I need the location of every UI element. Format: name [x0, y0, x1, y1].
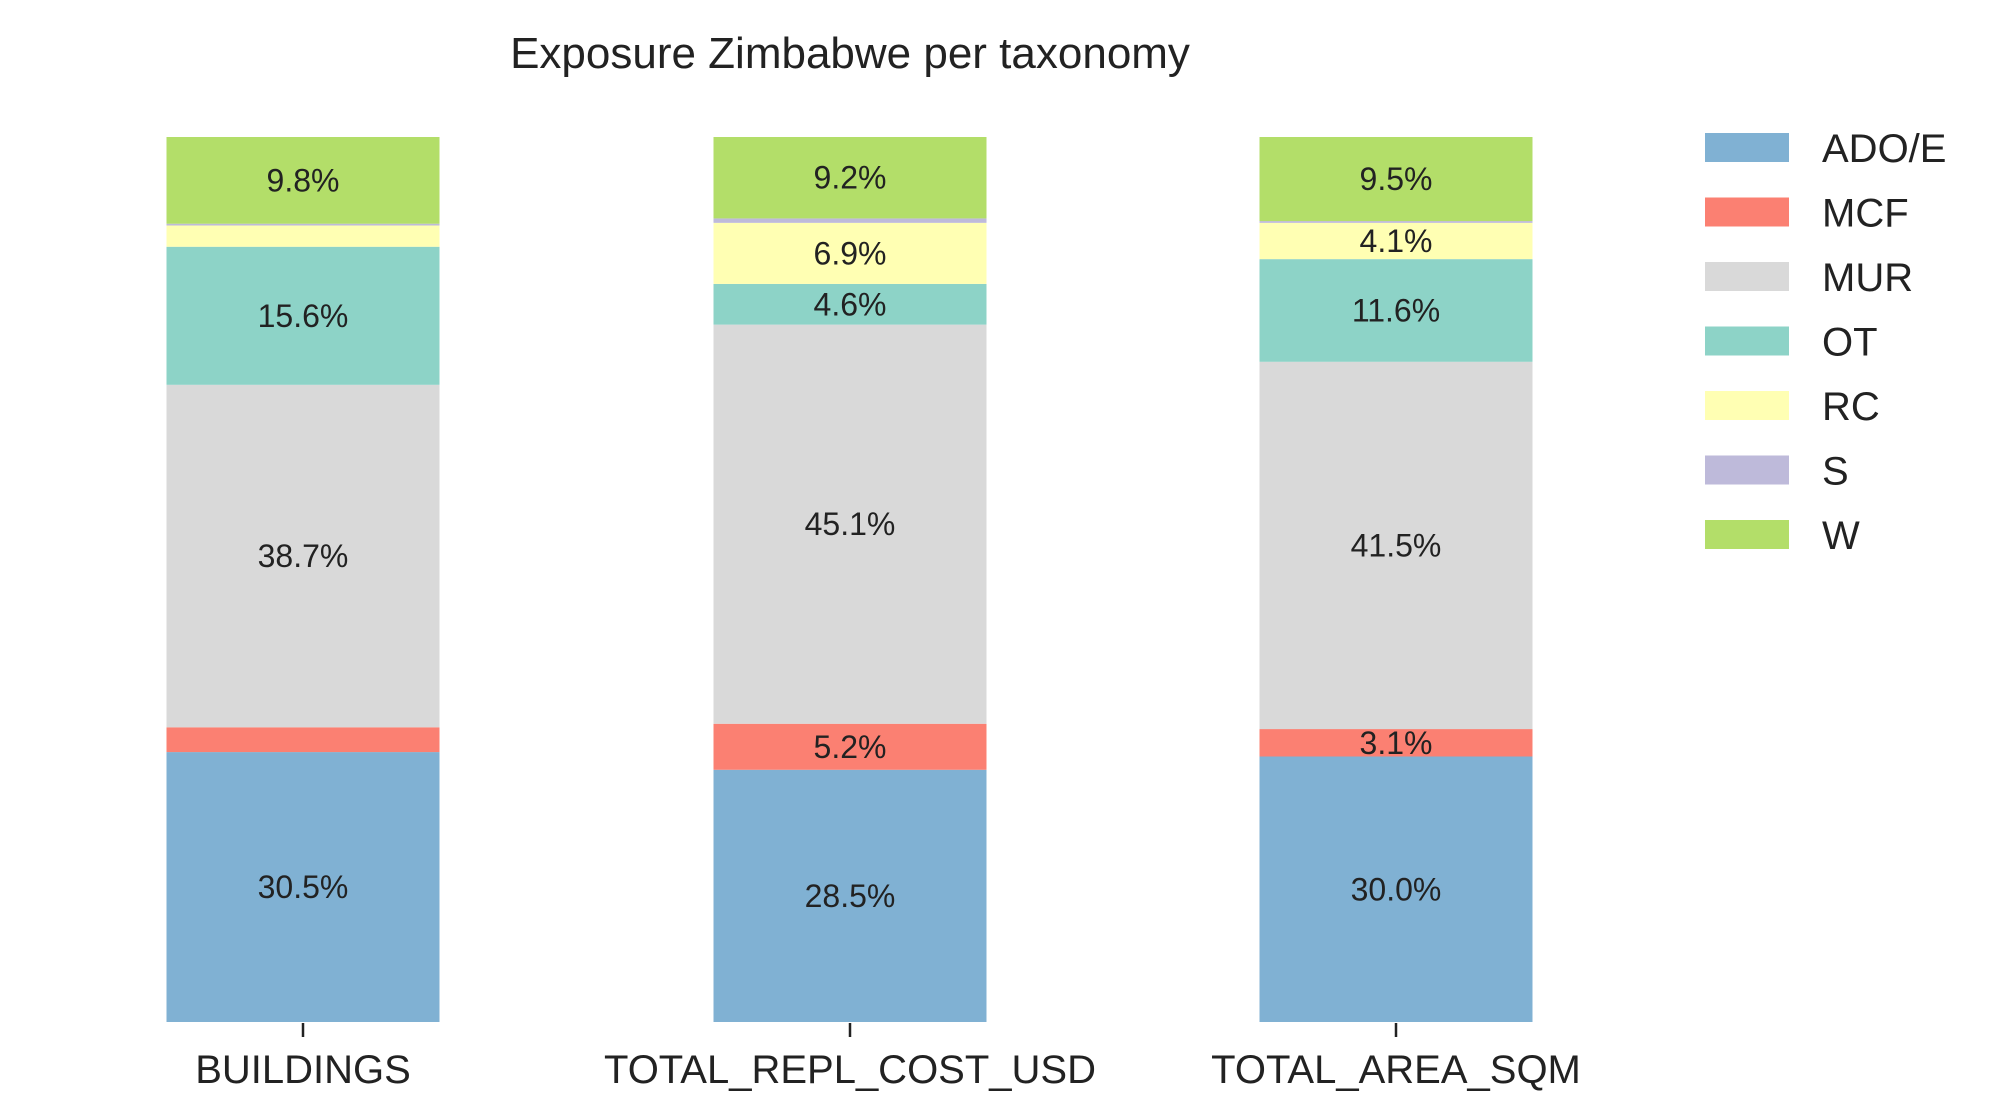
data-label: 3.1% — [1360, 725, 1433, 761]
data-label: 9.8% — [267, 162, 340, 198]
chart-title: Exposure Zimbabwe per taxonomy — [510, 29, 1190, 78]
bar-segment-s-total-area-sqm — [1259, 221, 1533, 223]
bar-segment-ado-e-total-area-sqm — [1259, 756, 1533, 1022]
bar-segment-s-buildings — [166, 223, 440, 226]
data-label: 4.6% — [814, 286, 887, 322]
bar-segment-w-total-repl-cost-usd — [713, 137, 987, 219]
data-label: 9.2% — [814, 160, 887, 196]
legend: ADO/E MCF MUR OT RC SW — [1705, 127, 1946, 558]
bar-segment-mur-total-area-sqm — [1259, 361, 1533, 730]
data-label: 5.2% — [814, 729, 887, 765]
bar-segment-mcf-buildings — [166, 727, 440, 753]
data-label: 30.5% — [258, 869, 349, 905]
legend-swatch — [1705, 133, 1789, 162]
bar-segment-mur-total-repl-cost-usd — [713, 324, 987, 724]
bar-segment-ot-total-repl-cost-usd — [713, 283, 987, 325]
bar-segment-ot-total-area-sqm — [1259, 259, 1533, 362]
legend-swatch — [1705, 326, 1789, 356]
legend-swatch — [1705, 391, 1789, 420]
legend-swatch — [1705, 197, 1789, 227]
data-label: 45.1% — [805, 506, 896, 542]
x-axis: BUILDINGS TOTAL_REPL_COST_USD TOTAL_AREA_S… — [195, 1023, 1581, 1092]
bar-segment-ado-e-total-repl-cost-usd — [713, 769, 987, 1022]
x-tick-label: TOTAL_AREA_SQM — [1211, 1048, 1581, 1092]
data-label: 4.1% — [1360, 223, 1433, 259]
bar-segment-s-total-repl-cost-usd — [713, 218, 987, 223]
data-label: 6.9% — [814, 235, 887, 271]
bar-segment-mur-buildings — [166, 384, 440, 728]
bar-segment-rc-total-area-sqm — [1259, 222, 1533, 260]
bar-segment-ado-e-buildings — [166, 752, 440, 1022]
bars: 30.5% 38.7% 15.6% 9.8% 28.5% 5.2% 45.1% 4.6% 6.9… — [166, 137, 1533, 1022]
legend-swatch — [1705, 520, 1789, 549]
data-label: 38.7% — [258, 538, 349, 574]
legend-label: S — [1822, 450, 1849, 494]
data-label: 41.5% — [1351, 527, 1442, 563]
legend-swatch — [1705, 262, 1789, 291]
legend-label: MUR — [1822, 256, 1913, 300]
data-label: 15.6% — [258, 298, 349, 334]
bar-segment-rc-buildings — [166, 225, 440, 247]
bar-segment-mcf-total-area-sqm — [1259, 729, 1533, 757]
legend-label: RC — [1822, 385, 1880, 429]
bar-segment-ot-buildings — [166, 246, 440, 385]
data-label: 30.0% — [1351, 871, 1442, 907]
x-tick-label: BUILDINGS — [195, 1048, 411, 1092]
legend-label: OT — [1822, 321, 1878, 365]
legend-label: W — [1822, 514, 1860, 558]
data-label: 11.6% — [1352, 292, 1440, 328]
bar-segment-w-total-area-sqm — [1259, 137, 1533, 222]
bar-segment-mcf-total-repl-cost-usd — [713, 723, 987, 770]
data-label: 9.5% — [1360, 161, 1433, 197]
legend-label: ADO/E — [1822, 127, 1946, 171]
bar-segment-w-buildings — [166, 137, 440, 224]
data-label: 28.5% — [805, 878, 896, 914]
legend-swatch — [1705, 455, 1789, 485]
x-tick-label: TOTAL_REPL_COST_USD — [604, 1048, 1096, 1092]
legend-label: MCF — [1822, 192, 1909, 236]
bar-segment-rc-total-repl-cost-usd — [713, 222, 987, 284]
